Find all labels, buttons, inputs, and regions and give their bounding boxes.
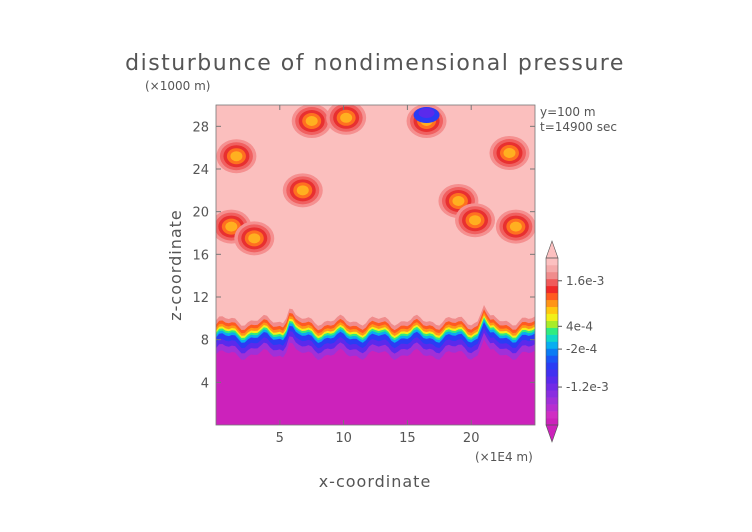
y-tick-label: 8	[201, 334, 209, 349]
contour-blob	[503, 148, 516, 158]
y-axis-label: z-coordinate	[166, 209, 185, 321]
colorbar-swatch	[546, 397, 558, 405]
x-tick-label: 15	[399, 431, 416, 446]
colorbar-label: -1.2e-3	[566, 380, 609, 394]
colorbar-swatch	[546, 404, 558, 412]
colorbar-swatch	[546, 306, 558, 314]
colorbar-swatch	[546, 299, 558, 308]
colorbar-swatch	[546, 278, 558, 287]
x-tick-label: 20	[463, 431, 480, 446]
info-line-1: y=100 m	[540, 105, 596, 119]
colorbar-label: 4e-4	[566, 319, 593, 333]
colorbar-swatch	[546, 292, 558, 301]
colorbar-swatch	[546, 390, 558, 398]
colorbar-swatch	[546, 258, 558, 266]
x-tick-label: 10	[335, 431, 352, 446]
y-unit-label: (×1000 m)	[145, 79, 210, 93]
colorbar-swatch	[546, 264, 558, 273]
colorbar-swatch	[546, 362, 558, 370]
plot-frame	[215, 104, 536, 426]
contour-blob	[469, 215, 482, 226]
colorbar-swatch	[546, 285, 558, 294]
contour-blob	[509, 221, 522, 232]
x-unit-label: (×1E4 m)	[475, 450, 533, 464]
colorbar-swatch	[546, 271, 558, 280]
colorbar-label: -2e-4	[566, 342, 597, 356]
contour-band	[216, 339, 535, 425]
y-tick-label: 16	[192, 248, 209, 263]
contour-blob	[452, 196, 465, 206]
contour-blob	[296, 185, 309, 196]
colorbar-swatch	[546, 376, 558, 384]
info-line-2: t=14900 sec	[540, 120, 617, 134]
y-tick-label: 12	[192, 291, 209, 306]
colorbar-swatch	[546, 341, 558, 349]
colorbar-swatch	[546, 320, 558, 328]
contour-blob	[248, 233, 261, 244]
colorbar-swatch	[546, 383, 558, 391]
contour-blob	[418, 108, 435, 118]
contour-blob	[305, 116, 318, 126]
y-tick-label: 20	[192, 206, 209, 221]
x-tick-label: 5	[276, 431, 284, 446]
colorbar-bottom-arrow	[545, 424, 559, 443]
contour-blob	[225, 221, 238, 232]
contour-blob	[340, 112, 353, 123]
colorbar-swatch	[546, 355, 558, 363]
colorbar-frame	[545, 257, 559, 426]
colorbar-label: 1.6e-3	[566, 274, 604, 288]
colorbar-swatch	[546, 411, 558, 419]
x-axis-label: x-coordinate	[319, 472, 432, 491]
colorbar-swatch	[546, 418, 558, 426]
colorbar-swatch	[546, 327, 558, 335]
contour-blob	[230, 151, 243, 162]
chart-title: disturbunce of nondimensional pressure	[125, 51, 625, 76]
colorbar-swatch	[546, 334, 558, 342]
y-tick-label: 28	[192, 120, 209, 135]
x-axis: 5 10 15 20	[276, 105, 480, 446]
colorbar-swatch	[546, 313, 558, 321]
colorbar-top-arrow	[545, 240, 559, 259]
plot-area	[216, 105, 535, 425]
colorbar-swatch	[546, 348, 558, 356]
colorbar-swatch	[546, 369, 558, 377]
colorbar: 1.6e-3 4e-4 -2e-4 -1.2e-3	[545, 240, 609, 443]
y-tick-label: 4	[201, 376, 209, 391]
y-tick-label: 24	[192, 163, 209, 178]
y-axis: 4 8 12 16 20 24 28	[192, 120, 535, 391]
